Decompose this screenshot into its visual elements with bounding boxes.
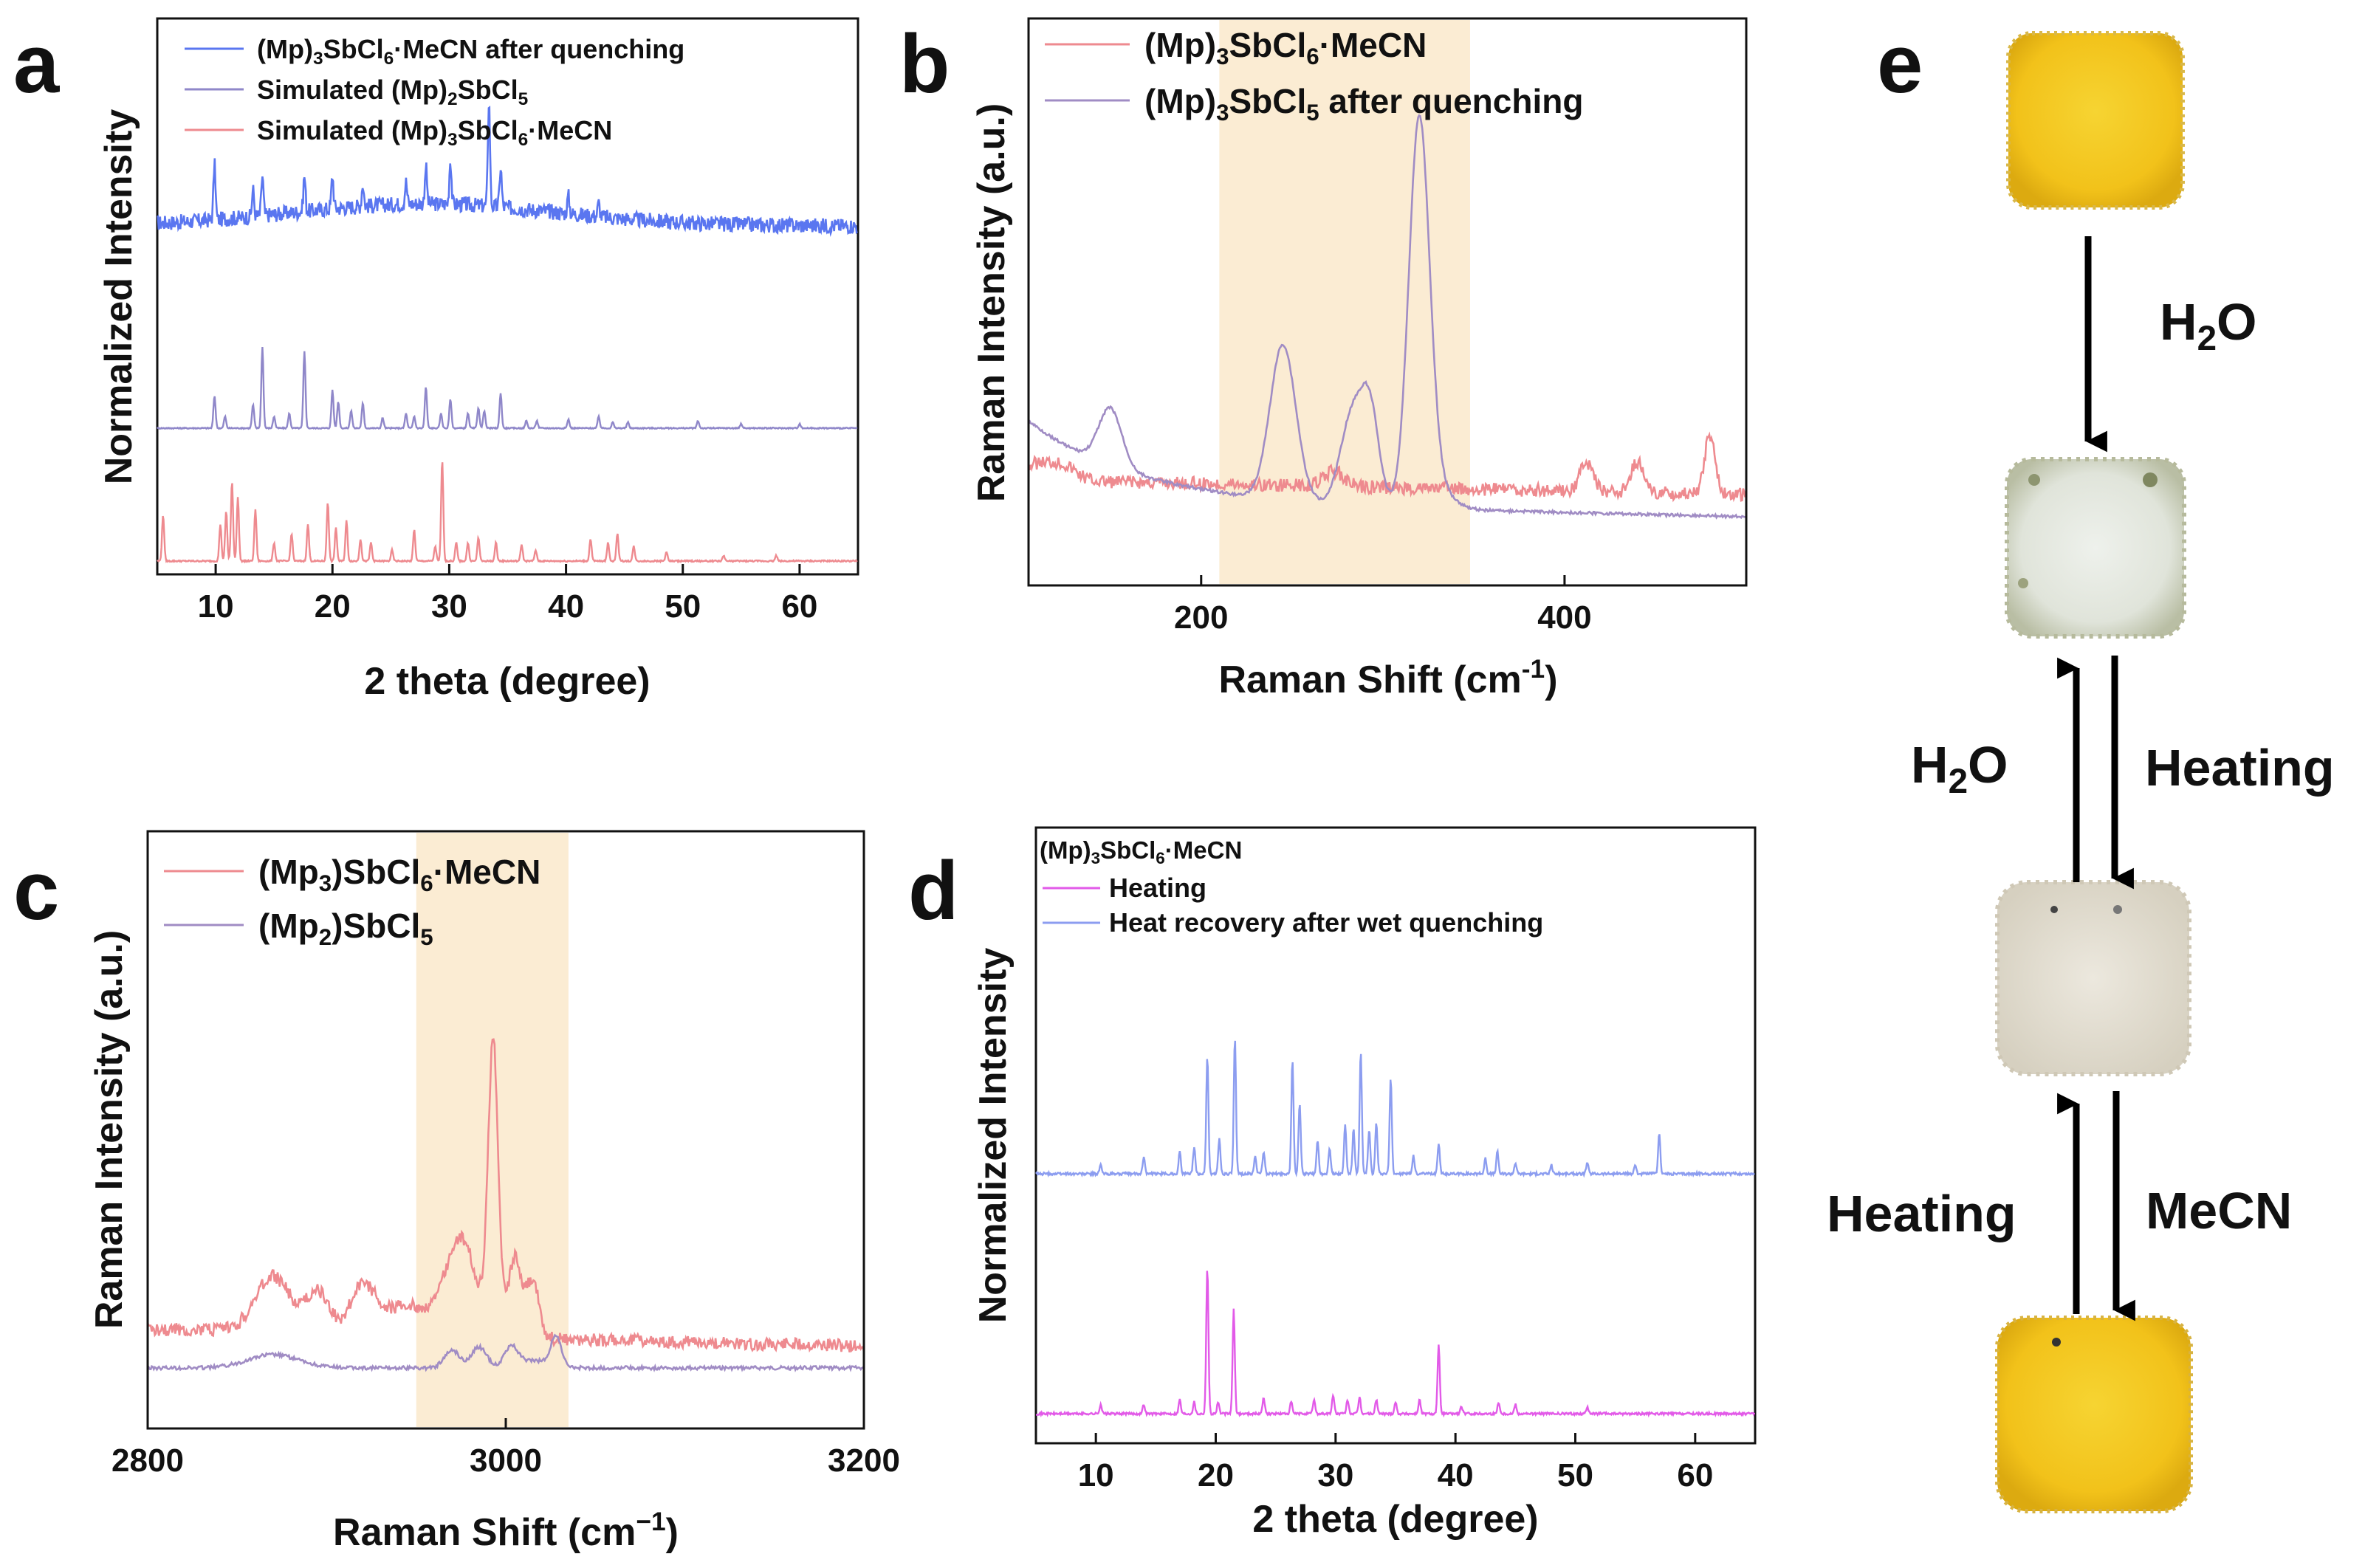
sample-yellow-speck — [2052, 1338, 2061, 1347]
panel-b-xticks: 200 400 — [1174, 575, 1592, 636]
panel-d-xtick-tick-label: 10 — [1078, 1457, 1114, 1493]
panel-d-xticks: 10 20 30 40 50 60 — [1078, 1433, 1713, 1493]
panel-b-ylabel: Raman Intensity (a.u.) — [970, 103, 1013, 502]
panel-b-frame — [1027, 17, 1748, 587]
panel-a-label: a — [13, 18, 60, 110]
panel-d-label: d — [908, 845, 958, 937]
legend-a-entry-3: Simulated (Mp)3SbCl6·MeCN — [257, 115, 612, 150]
legend-a-entry-1: (Mp)3SbCl6·MeCN after quenching — [257, 34, 684, 69]
sample-white-speck — [2028, 474, 2040, 486]
sample-beige-speck — [2050, 906, 2058, 913]
panel-d-xtick-tick-label: 20 — [1198, 1457, 1234, 1493]
sample-yellow-top-square — [2006, 31, 2185, 210]
panel-b: b 200 400 Raman Shift (cm-1) Raman Intens… — [899, 17, 1748, 701]
sample-yellow-top — [2006, 31, 2185, 210]
panel-b-xtick-tick-label: 200 — [1174, 599, 1228, 636]
panel-d-frame — [1034, 826, 1757, 1445]
panel-b-xtick-tick-label: 400 — [1537, 599, 1591, 636]
panel-d-xtick-tick-label: 60 — [1677, 1457, 1713, 1493]
panel-c-label: c — [13, 845, 59, 937]
panel-a-ylabel: Normalized Intensity — [97, 109, 140, 485]
sample-beige-square — [1995, 880, 2191, 1076]
sample-white-square — [2005, 457, 2186, 639]
panel-a-xtick-tick-label: 20 — [315, 588, 351, 625]
panel-c: c 2800 3000 3200 Raman Shift (cm−1) Raman … — [13, 830, 900, 1554]
sample-white-speck — [2143, 472, 2158, 487]
panel-b-series-group — [1027, 114, 1748, 520]
panel-c-series-2-line — [147, 1333, 865, 1372]
panel-c-legend: (Mp3)SbCl6·MeCN (Mp2)SbCl5 — [164, 853, 540, 950]
panel-a-xtick-tick-label: 60 — [781, 588, 817, 625]
panel-d-xtick-tick-label: 50 — [1557, 1457, 1593, 1493]
legend-d-entry-2: Heat recovery after wet quenching — [1109, 907, 1543, 938]
sample-beige — [1995, 880, 2191, 1076]
panel-b-xlabel: Raman Shift (cm-1) — [1218, 655, 1557, 701]
legend-a-entry-2: Simulated (Mp)2SbCl5 — [257, 75, 528, 109]
sample-beige-speck — [2113, 905, 2122, 914]
panel-b-legend: (Mp)3SbCl6·MeCN (Mp)3SbCl5 after quenchi… — [1045, 26, 1583, 125]
sample-white — [2005, 457, 2186, 639]
panel-a-xlabel: 2 theta (degree) — [364, 660, 650, 703]
panel-c-xtick-tick-label: 2800 — [111, 1443, 184, 1479]
sample-yellow-bottom-square — [1995, 1316, 2193, 1513]
panel-c-xlabel: Raman Shift (cm−1) — [333, 1507, 679, 1554]
panel-c-xtick-tick-label: 3000 — [470, 1443, 542, 1479]
panel-a-xtick-tick-label: 50 — [665, 588, 701, 625]
panel-b-label: b — [899, 18, 950, 110]
panel-c-series-1-line — [146, 1038, 865, 1353]
legend-b-entry-2: (Mp)3SbCl5 after quenching — [1144, 82, 1583, 125]
panel-d-xtick-tick-label: 40 — [1438, 1457, 1474, 1493]
panel-e: e H2O H2O Heating Heating MeCN — [1827, 18, 2335, 1513]
panel-c-xtick-tick-label: 3200 — [828, 1443, 900, 1479]
panel-b-series-2-line — [1028, 114, 1747, 520]
panel-d-series-2-line — [1035, 1040, 1755, 1178]
arrow-down-heating-label: Heating — [2145, 739, 2335, 797]
panel-e-label: e — [1877, 18, 1923, 110]
panel-a-xtick-tick-label: 10 — [198, 588, 234, 625]
sample-yellow-bottom — [1995, 1316, 2193, 1513]
legend-c-entry-1: (Mp3)SbCl6·MeCN — [258, 853, 540, 896]
panel-b-series-1-line — [1027, 431, 1748, 503]
arrow-down-h2o-label: H2O — [2160, 293, 2257, 358]
panel-c-series-group — [146, 1038, 865, 1372]
legend-d-entry-1: Heating — [1109, 873, 1206, 903]
panel-d-series-1-line — [1035, 1270, 1756, 1418]
legend-b-entry-1: (Mp)3SbCl6·MeCN — [1144, 26, 1427, 69]
legend-d-title: (Mp)3SbCl6·MeCN — [1040, 836, 1242, 867]
arrow-down-mecn-label: MeCN — [2146, 1182, 2292, 1239]
panel-a-xtick-tick-label: 30 — [431, 588, 467, 625]
panel-a-series-1-line — [157, 106, 859, 238]
panel-a-legend: (Mp)3SbCl6·MeCN after quenching Simulate… — [185, 34, 684, 150]
sample-white-speck — [2018, 578, 2028, 588]
legend-c-entry-2: (Mp2)SbCl5 — [258, 907, 433, 950]
panel-a: a 10 20 30 40 50 60 2 theta (degree) Normaliz… — [13, 17, 859, 703]
panel-c-ylabel: Raman Intensity (a.u.) — [88, 930, 131, 1329]
panel-a-frame — [156, 17, 859, 576]
panel-a-xtick-tick-label: 40 — [548, 588, 584, 625]
panel-a-series-2-line — [157, 346, 858, 430]
panel-c-xticks: 2800 3000 3200 — [111, 1418, 900, 1479]
panel-a-xticks: 10 20 30 40 50 60 — [198, 564, 817, 625]
panel-a-series-3-line — [157, 462, 858, 564]
panel-d-legend: (Mp)3SbCl6·MeCN Heating Heat recovery af… — [1040, 836, 1543, 938]
panel-d: d 10 20 30 40 50 60 2 theta (degree) Normaliz… — [908, 826, 1757, 1541]
panel-d-xlabel: 2 theta (degree) — [1252, 1498, 1538, 1541]
arrow-up-h2o-label: H2O — [1911, 736, 2008, 801]
panel-d-series-group — [1035, 1040, 1756, 1418]
panel-d-ylabel: Normalized Intensity — [972, 948, 1015, 1324]
panel-d-xtick-tick-label: 30 — [1317, 1457, 1353, 1493]
panel-a-series-group — [157, 106, 859, 564]
arrow-up-heating-label: Heating — [1827, 1185, 2016, 1242]
